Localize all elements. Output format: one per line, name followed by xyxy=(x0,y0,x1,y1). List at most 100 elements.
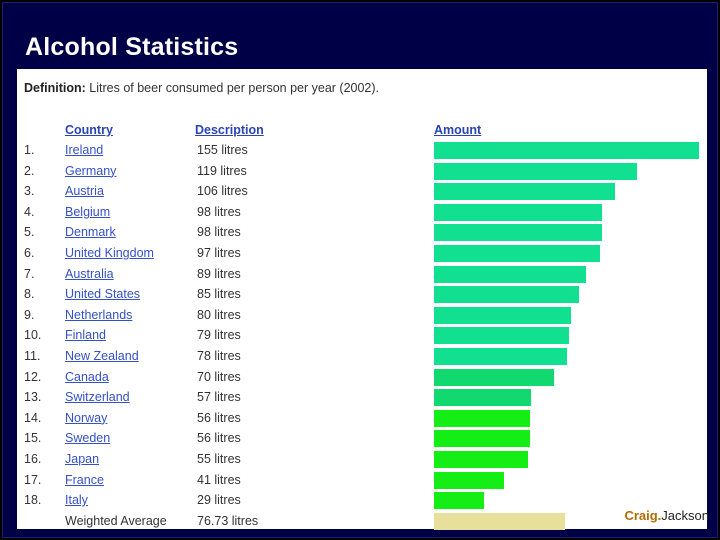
author-credit: Craig.Jackson xyxy=(624,508,709,523)
bar xyxy=(434,368,554,386)
bar xyxy=(434,430,530,448)
table-row: 7. Australia 89 litres xyxy=(17,264,707,284)
description-label: 79 litres xyxy=(197,328,241,343)
country-link[interactable]: Denmark xyxy=(65,225,116,240)
bar xyxy=(434,265,587,283)
description-label: 80 litres xyxy=(197,307,241,322)
average-row: Weighted Average 76.73 litres xyxy=(17,511,707,531)
country-link[interactable]: Germany xyxy=(65,163,117,178)
country-link[interactable]: New Zealand xyxy=(65,349,139,363)
description-label: 56 litres xyxy=(197,410,241,425)
rank-label: 10. xyxy=(24,328,42,343)
header-country[interactable]: Country xyxy=(65,123,113,137)
table-row: 10. Finland 79 litres xyxy=(17,325,707,345)
rank-label: 11. xyxy=(24,349,41,363)
description-label: 55 litres xyxy=(197,452,241,466)
bar xyxy=(434,306,571,324)
country-link[interactable]: Switzerland xyxy=(65,390,130,405)
country-link[interactable]: United States xyxy=(65,287,141,302)
bar xyxy=(434,492,484,510)
description-label: 29 litres xyxy=(197,493,241,508)
table-row: 6. United Kingdom 97 litres xyxy=(17,243,707,263)
rank-label: 2. xyxy=(24,163,35,178)
table-row: 15. Sweden 56 litres xyxy=(17,428,707,448)
rank-label: 4. xyxy=(24,204,35,219)
table-row: 12. Canada 70 litres xyxy=(17,367,707,387)
bar xyxy=(434,409,530,427)
bar xyxy=(434,203,602,221)
table-row: 18. Italy 29 litres xyxy=(17,490,707,510)
table-row: 9. Netherlands 80 litres xyxy=(17,305,707,325)
table-row: 5. Denmark 98 litres xyxy=(17,222,707,242)
description-label: 56 litres xyxy=(197,431,241,446)
rank-label: 18. xyxy=(24,493,42,508)
table-row: 17. France 41 litres xyxy=(17,470,707,490)
description-label: 155 litres xyxy=(197,143,248,157)
description-label: 119 litres xyxy=(197,163,247,178)
bar xyxy=(434,162,638,180)
description-label: 85 litres xyxy=(197,287,241,302)
bar xyxy=(434,183,616,201)
header-amount[interactable]: Amount xyxy=(434,123,482,137)
rank-label: 6. xyxy=(24,246,35,260)
description-label: 41 litres xyxy=(197,472,241,487)
table-row: 13. Switzerland 57 litres xyxy=(17,387,707,407)
bar xyxy=(434,245,600,262)
rank-label: 1. xyxy=(24,143,35,157)
country-link[interactable]: Belgium xyxy=(65,204,111,219)
country-link[interactable]: Australia xyxy=(65,266,114,281)
country-link[interactable]: Japan xyxy=(65,452,100,466)
rank-label: 17. xyxy=(24,472,42,487)
country-link[interactable]: Canada xyxy=(65,369,109,384)
description-label: 89 litres xyxy=(197,266,241,281)
country-link[interactable]: United Kingdom xyxy=(65,246,154,260)
table-row: 11. New Zealand 78 litres xyxy=(17,346,707,366)
description-label: 106 litres xyxy=(197,184,248,199)
rank-label: 12. xyxy=(24,369,42,384)
bar xyxy=(434,286,580,304)
rank-label: 8. xyxy=(24,287,35,302)
definition-text: Litres of beer consumed per person per y… xyxy=(89,81,380,95)
country-link[interactable]: Norway xyxy=(65,410,108,425)
bar xyxy=(434,224,602,242)
rank-label: 14. xyxy=(24,410,42,425)
country-link[interactable]: Italy xyxy=(65,493,88,508)
bar xyxy=(434,348,568,365)
bar xyxy=(434,142,699,159)
table-row: 3. Austria 106 litres xyxy=(17,181,707,201)
bar xyxy=(434,471,505,489)
rank-label: 15. xyxy=(24,431,42,446)
definition-label: Definition: xyxy=(24,81,86,95)
rank-label: 5. xyxy=(24,225,35,240)
average-description: 76.73 litres xyxy=(197,513,259,528)
country-link[interactable]: Austria xyxy=(65,184,104,199)
rank-label: 9. xyxy=(24,307,35,322)
table-row: 14. Norway 56 litres xyxy=(17,408,707,428)
country-link[interactable]: Sweden xyxy=(65,431,111,446)
stats-panel: Definition: Litres of beer consumed per … xyxy=(17,69,707,531)
table-row: 16. Japan 55 litres xyxy=(17,449,707,469)
rank-label: 7. xyxy=(24,266,35,281)
country-link[interactable]: Finland xyxy=(65,328,106,343)
average-bar xyxy=(434,512,566,530)
table-row: 2. Germany 119 litres xyxy=(17,161,707,181)
country-link[interactable]: Netherlands xyxy=(65,307,133,322)
table-row: 8. United States 85 litres xyxy=(17,284,707,304)
description-label: 98 litres xyxy=(197,225,241,240)
description-label: 78 litres xyxy=(197,349,241,363)
bar xyxy=(434,451,529,468)
table-row: 1. Ireland 155 litres xyxy=(17,140,707,160)
definition: Definition: Litres of beer consumed per … xyxy=(24,81,379,95)
description-label: 97 litres xyxy=(197,246,241,260)
description-label: 70 litres xyxy=(197,369,241,384)
country-link[interactable]: France xyxy=(65,472,104,487)
rank-label: 16. xyxy=(24,452,42,466)
credit-part1: Craig. xyxy=(624,508,662,523)
average-label: Weighted Average xyxy=(65,513,167,528)
country-link[interactable]: Ireland xyxy=(65,143,104,157)
bar xyxy=(434,389,532,407)
slide-title: Alcohol Statistics xyxy=(25,33,239,61)
header-description[interactable]: Description xyxy=(195,123,264,137)
description-label: 57 litres xyxy=(197,390,241,405)
